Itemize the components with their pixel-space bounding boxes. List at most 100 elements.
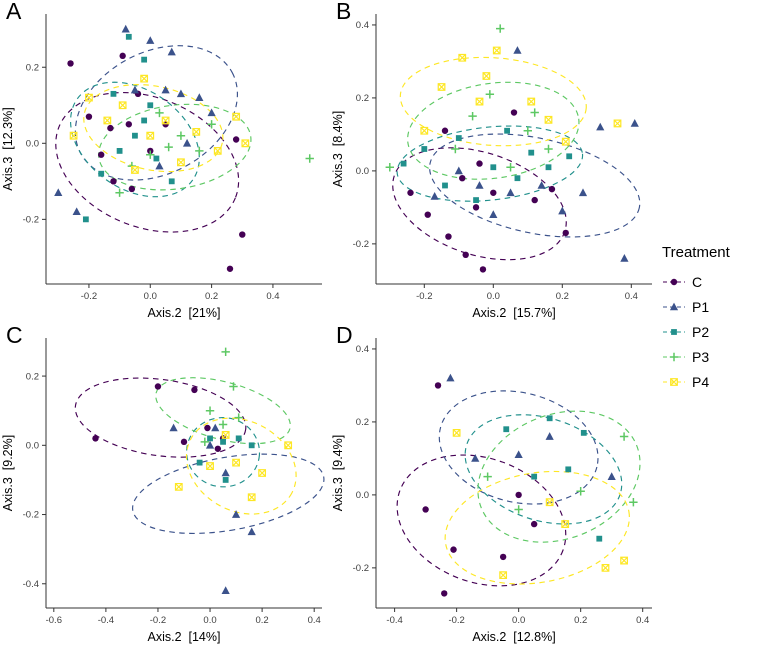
point-P1: [454, 166, 463, 175]
y-tick-label: 0.0: [356, 490, 369, 501]
point-P1: [176, 89, 186, 98]
ellipse-P3: [407, 81, 580, 180]
legend-key-circle-icon: [663, 278, 685, 285]
point-P4: [103, 116, 112, 125]
point-C: [226, 265, 234, 272]
y-tick-label: 0.0: [356, 166, 369, 177]
y-tick-label: 0.2: [26, 62, 39, 73]
point-C: [67, 60, 74, 67]
point-P4: [545, 498, 554, 507]
point-P1: [607, 472, 616, 480]
point-P4: [131, 166, 139, 174]
y-tick-label: -0.2: [353, 563, 369, 574]
y-tick-label: 0.4: [356, 344, 369, 355]
point-P1: [205, 440, 215, 449]
point-P1: [430, 192, 439, 200]
point-P1: [207, 108, 216, 117]
point-P2: [504, 127, 510, 134]
point-C: [180, 438, 188, 446]
point-P1: [130, 85, 140, 94]
point-P1: [630, 119, 639, 127]
point-P2: [514, 175, 521, 182]
point-P4: [452, 428, 461, 437]
point-P4: [232, 458, 240, 467]
point-P2: [455, 135, 462, 141]
point-P1: [231, 510, 241, 518]
point-P3: [530, 108, 539, 117]
ellipse-P4: [399, 56, 587, 147]
x-tick-label: 0.2: [574, 615, 587, 626]
ellipse-C: [392, 147, 567, 261]
point-P3: [218, 420, 228, 429]
point-P1: [161, 85, 170, 94]
point-C: [239, 231, 246, 238]
point-P4: [69, 131, 78, 140]
point-C: [204, 424, 211, 432]
legend-entry-P3: P3: [660, 344, 772, 369]
point-P3: [305, 154, 314, 163]
point-C: [472, 204, 480, 211]
ellipse-P2: [464, 414, 623, 525]
point-P2: [442, 182, 448, 189]
ellipse-P4: [83, 84, 224, 173]
point-P2: [546, 415, 553, 422]
y-tick-label: -0.4: [23, 579, 39, 590]
point-P3: [619, 432, 629, 441]
y-axis-title: Axis.3 [9.2%]: [1, 435, 15, 511]
ellipse-P3: [155, 377, 291, 445]
point-P4: [437, 83, 446, 91]
y-tick-label: 0.0: [26, 441, 39, 452]
legend-key-square-icon: [663, 328, 685, 335]
legend-entry-P1: P1: [660, 294, 772, 319]
point-P4: [174, 482, 183, 491]
point-P1: [121, 24, 130, 33]
point-P1: [489, 210, 498, 218]
point-C: [110, 178, 117, 185]
y-tick-label: -0.2: [23, 215, 39, 226]
point-P2: [248, 442, 255, 449]
point-C: [125, 121, 132, 128]
point-P4: [221, 431, 230, 439]
panel-label-A: A: [6, 0, 22, 24]
point-P1: [596, 122, 605, 131]
point-P4: [258, 469, 267, 477]
point-P3: [514, 505, 523, 514]
point-P1: [247, 527, 256, 536]
point-P3: [205, 406, 215, 415]
legend-marker-P1: [669, 302, 679, 310]
ellipse-P1: [429, 133, 641, 238]
point-P2: [196, 459, 203, 466]
legend-key-plus-icon: [663, 352, 685, 361]
x-tick-label: -0.2: [81, 291, 97, 302]
point-P1: [475, 181, 484, 189]
point-P1: [221, 468, 230, 477]
point-P2: [207, 435, 213, 442]
point-P4: [458, 53, 467, 62]
point-C: [407, 189, 414, 196]
point-P4: [561, 137, 570, 146]
x-axis-title: Axis.2 [15.7%]: [472, 306, 555, 320]
legend-title: Treatment: [662, 244, 730, 261]
panel-label-C: C: [6, 322, 23, 348]
point-P4: [206, 462, 214, 470]
ellipse-P3: [98, 103, 252, 191]
point-P1: [545, 432, 554, 440]
point-P3: [468, 111, 477, 121]
ellipse-C: [396, 454, 567, 587]
point-P2: [503, 426, 510, 433]
point-P3: [234, 413, 243, 422]
point-P1: [221, 586, 230, 594]
point-C: [85, 113, 93, 120]
legend-entry-label: P4: [692, 373, 710, 390]
point-P2: [400, 160, 407, 167]
point-P1: [182, 138, 192, 147]
point-P4: [475, 97, 484, 106]
point-C: [441, 127, 449, 134]
x-tick-label: 0.4: [625, 291, 638, 302]
panel-label-D: D: [336, 322, 353, 348]
legend-entry-P4: P4: [660, 369, 772, 394]
point-P3: [221, 347, 230, 357]
y-tick-label: 0.4: [356, 20, 369, 31]
point-P3: [483, 472, 492, 481]
